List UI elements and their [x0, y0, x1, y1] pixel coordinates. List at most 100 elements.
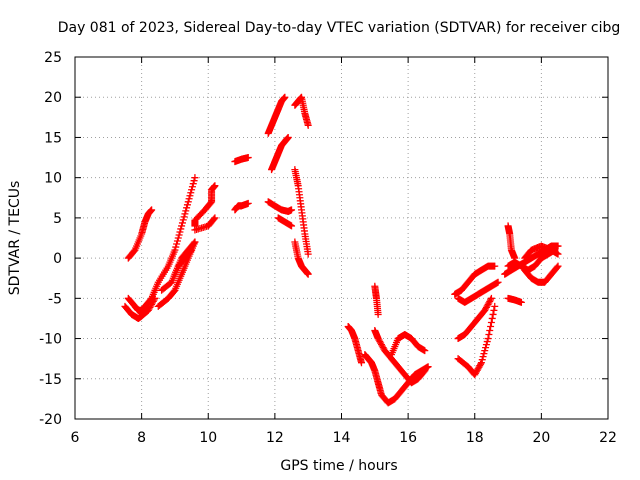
y-tick-label: -15 — [39, 372, 62, 388]
data-point — [553, 263, 561, 271]
data-points — [121, 93, 562, 407]
grid-lines — [75, 57, 608, 419]
data-point — [482, 305, 490, 313]
data-point — [487, 296, 495, 304]
data-point — [244, 199, 252, 207]
data-point — [482, 303, 490, 311]
data-point — [181, 210, 189, 218]
data-point — [284, 133, 292, 141]
series-t16 — [291, 166, 312, 258]
data-point — [180, 213, 188, 221]
data-point — [171, 246, 179, 254]
data-point — [517, 298, 525, 306]
data-point — [170, 287, 178, 295]
data-point — [281, 93, 289, 101]
series-t22 — [387, 331, 429, 359]
data-point — [484, 300, 492, 308]
data-point — [375, 336, 383, 344]
series-t6 — [171, 238, 199, 278]
data-point — [488, 314, 496, 322]
axis-ticks: 6 8 10 12 14 16 18 20 22 -20 -15 -10 -5 0 5 10 15 20 25 — [39, 50, 617, 446]
series-t31 — [521, 242, 562, 262]
data-point — [485, 331, 493, 339]
data-point — [481, 347, 489, 355]
data-point — [185, 195, 193, 203]
series-t11 — [264, 93, 289, 137]
data-point — [210, 215, 218, 223]
data-point — [486, 297, 494, 305]
y-tick-label: -10 — [39, 332, 62, 348]
x-tick-label: 6 — [71, 430, 80, 446]
data-point — [146, 303, 154, 311]
y-tick-label: 5 — [53, 211, 62, 227]
data-point — [473, 366, 481, 374]
data-point — [477, 359, 485, 367]
x-tick-label: 14 — [333, 430, 351, 446]
data-point — [424, 363, 432, 371]
data-point — [491, 262, 499, 270]
data-point — [178, 219, 186, 227]
data-point — [482, 341, 490, 349]
series-t15 — [291, 93, 312, 129]
data-point — [480, 350, 488, 358]
data-point — [476, 362, 484, 370]
data-point — [148, 206, 156, 214]
series-t32 — [504, 294, 525, 306]
data-point — [147, 302, 155, 310]
series-t25 — [454, 278, 502, 306]
data-point — [374, 310, 382, 318]
x-tick-label: 18 — [466, 430, 484, 446]
data-point — [176, 228, 184, 236]
data-point — [191, 238, 199, 246]
data-point — [130, 247, 138, 255]
data-point — [374, 335, 382, 343]
x-tick-label: 10 — [199, 430, 217, 446]
x-tick-label: 16 — [399, 430, 417, 446]
series-t18 — [344, 322, 365, 367]
series-t23 — [451, 262, 499, 298]
data-point — [486, 327, 494, 335]
x-tick-label: 12 — [266, 430, 284, 446]
x-tick-label: 8 — [137, 430, 146, 446]
data-point — [487, 294, 495, 302]
series-t13 — [264, 198, 296, 215]
data-point — [150, 296, 158, 304]
data-point — [477, 360, 485, 368]
y-tick-label: 10 — [44, 171, 62, 187]
data-point — [474, 365, 482, 373]
data-point — [483, 338, 491, 346]
data-point — [377, 341, 385, 349]
data-point — [472, 369, 480, 377]
data-point — [472, 368, 480, 376]
plot-frame — [74, 56, 609, 420]
x-tick-label: 22 — [599, 430, 617, 446]
data-point — [187, 189, 195, 197]
data-point — [288, 222, 296, 230]
data-point — [175, 231, 183, 239]
data-point — [182, 207, 190, 215]
series-t10 — [231, 154, 252, 166]
data-point — [144, 306, 152, 314]
series-t27 — [504, 222, 519, 262]
data-point — [494, 278, 502, 286]
data-point — [378, 342, 386, 350]
series-t8 — [191, 214, 219, 234]
data-point — [178, 222, 186, 230]
data-point — [554, 250, 562, 258]
data-point — [471, 371, 479, 379]
series-t2 — [124, 174, 199, 314]
data-point — [491, 302, 499, 310]
y-tick-label: -20 — [39, 412, 62, 428]
series-t1 — [124, 206, 156, 262]
data-point — [244, 154, 252, 162]
data-point — [191, 174, 199, 182]
y-tick-label: 0 — [53, 251, 62, 267]
x-axis-label: GPS time / hours — [280, 458, 397, 474]
data-point — [190, 239, 198, 247]
data-point — [484, 335, 492, 343]
y-axis-label: SDTVAR / TECUs — [7, 181, 23, 296]
y-tick-label: 25 — [44, 50, 62, 66]
data-point — [188, 183, 196, 191]
data-point — [489, 310, 497, 318]
